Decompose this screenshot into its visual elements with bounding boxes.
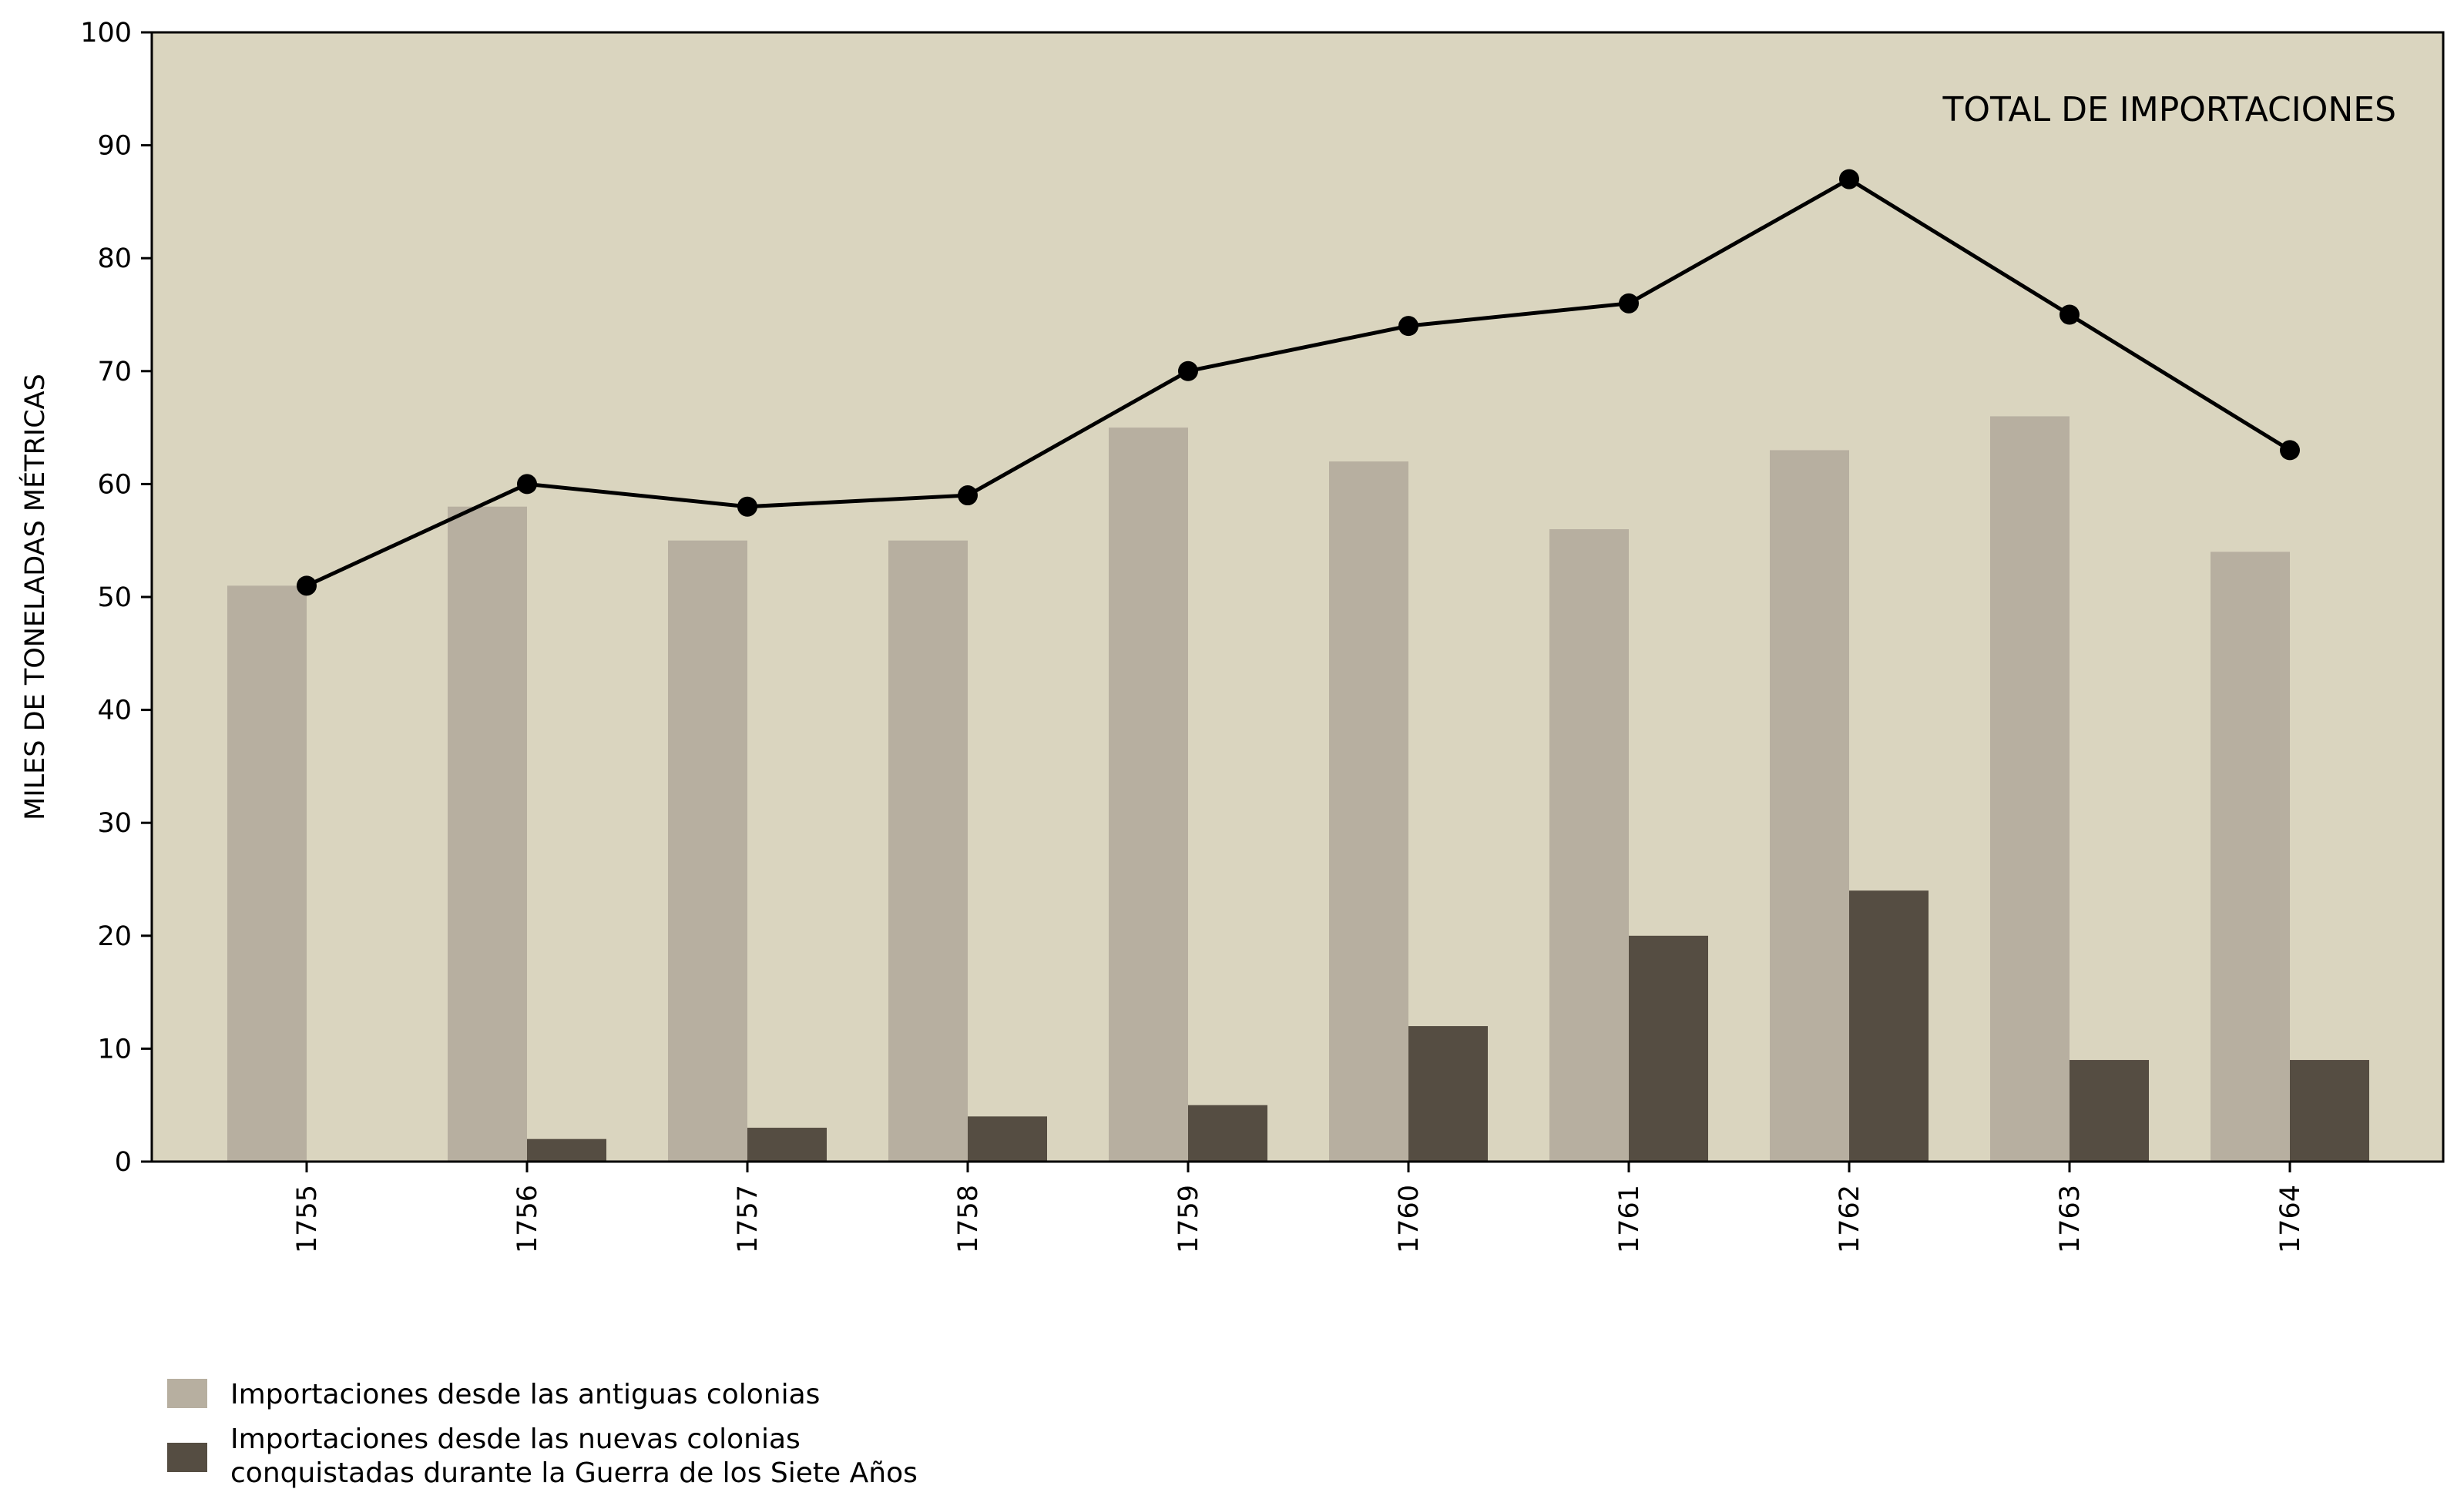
bar-new-colonies-1762 (1849, 890, 1929, 1162)
y-tick-label-30: 30 (97, 808, 132, 839)
y-tick-label-10: 10 (97, 1034, 132, 1065)
x-tick-label-1757: 1757 (733, 1185, 764, 1253)
total-imports-annotation: TOTAL DE IMPORTACIONES (1942, 90, 2396, 129)
bars-group (227, 416, 2369, 1162)
bar-old-colonies-1762 (1770, 450, 1849, 1162)
legend: Importaciones desde las antiguas colonia… (167, 1379, 918, 1489)
y-tick-label-90: 90 (97, 131, 132, 162)
y-tick-label-0: 0 (115, 1147, 132, 1178)
x-tick-label-1759: 1759 (1173, 1185, 1204, 1253)
legend-swatch-old-colonies (167, 1379, 207, 1408)
total-point-1758 (958, 485, 978, 506)
x-tick-label-1762: 1762 (1835, 1185, 1865, 1253)
legend-label-new-colonies-line2: conquistadas durante la Guerra de los Si… (230, 1457, 918, 1489)
legend-swatch-new-colonies (167, 1443, 207, 1472)
x-tick-label-1761: 1761 (1614, 1185, 1645, 1253)
bar-new-colonies-1756 (527, 1138, 606, 1162)
bar-old-colonies-1764 (2211, 552, 2290, 1162)
y-tick-label-100: 100 (80, 18, 132, 49)
y-tick-label-60: 60 (97, 469, 132, 500)
total-point-1762 (1839, 169, 1859, 189)
bar-old-colonies-1758 (888, 540, 968, 1162)
total-point-1760 (1398, 316, 1418, 337)
y-tick-label-40: 40 (97, 696, 132, 726)
total-line-group (297, 169, 2300, 596)
total-point-1759 (1178, 360, 1198, 381)
x-axis: 1755 1756 1757 1758 1759 1760 1761 1762 1763 1764 (292, 1162, 2306, 1253)
bar-old-colonies-1755 (227, 585, 307, 1162)
total-point-1764 (2280, 440, 2300, 461)
bar-old-colonies-1760 (1329, 461, 1408, 1162)
y-axis: 0 10 20 30 40 50 60 70 80 90 100 (80, 18, 152, 1178)
bar-old-colonies-1759 (1109, 428, 1188, 1162)
bar-new-colonies-1759 (1188, 1105, 1267, 1162)
bar-old-colonies-1756 (448, 506, 527, 1162)
bar-old-colonies-1757 (668, 540, 747, 1162)
bar-old-colonies-1763 (1990, 416, 2070, 1162)
total-point-1761 (1619, 293, 1639, 314)
y-tick-label-50: 50 (97, 582, 132, 613)
bar-new-colonies-1760 (1408, 1026, 1488, 1162)
x-tick-label-1756: 1756 (512, 1185, 543, 1253)
total-point-1755 (297, 575, 317, 596)
bar-new-colonies-1758 (968, 1116, 1047, 1162)
bar-new-colonies-1764 (2290, 1060, 2369, 1162)
y-tick-label-70: 70 (97, 357, 132, 387)
bar-new-colonies-1761 (1629, 935, 1708, 1162)
x-tick-label-1763: 1763 (2055, 1185, 2086, 1253)
y-axis-label: MILES DE TONELADAS MÉTRICAS (18, 374, 51, 820)
total-point-1756 (517, 474, 537, 495)
bar-new-colonies-1757 (747, 1128, 827, 1162)
total-imports-line (305, 176, 2291, 588)
x-tick-label-1760: 1760 (1394, 1185, 1425, 1253)
bar-new-colonies-1763 (2070, 1060, 2149, 1162)
y-tick-label-20: 20 (97, 921, 132, 952)
total-point-1757 (737, 496, 757, 517)
x-tick-label-1755: 1755 (292, 1185, 323, 1253)
total-point-1763 (2059, 304, 2080, 325)
bar-old-colonies-1761 (1549, 529, 1629, 1162)
x-tick-label-1758: 1758 (953, 1185, 984, 1253)
legend-label-old-colonies: Importaciones desde las antiguas colonia… (230, 1379, 820, 1410)
x-tick-label-1764: 1764 (2275, 1185, 2306, 1253)
legend-label-new-colonies-line1: Importaciones desde las nuevas colonias (230, 1423, 801, 1455)
y-tick-label-80: 80 (97, 243, 132, 274)
